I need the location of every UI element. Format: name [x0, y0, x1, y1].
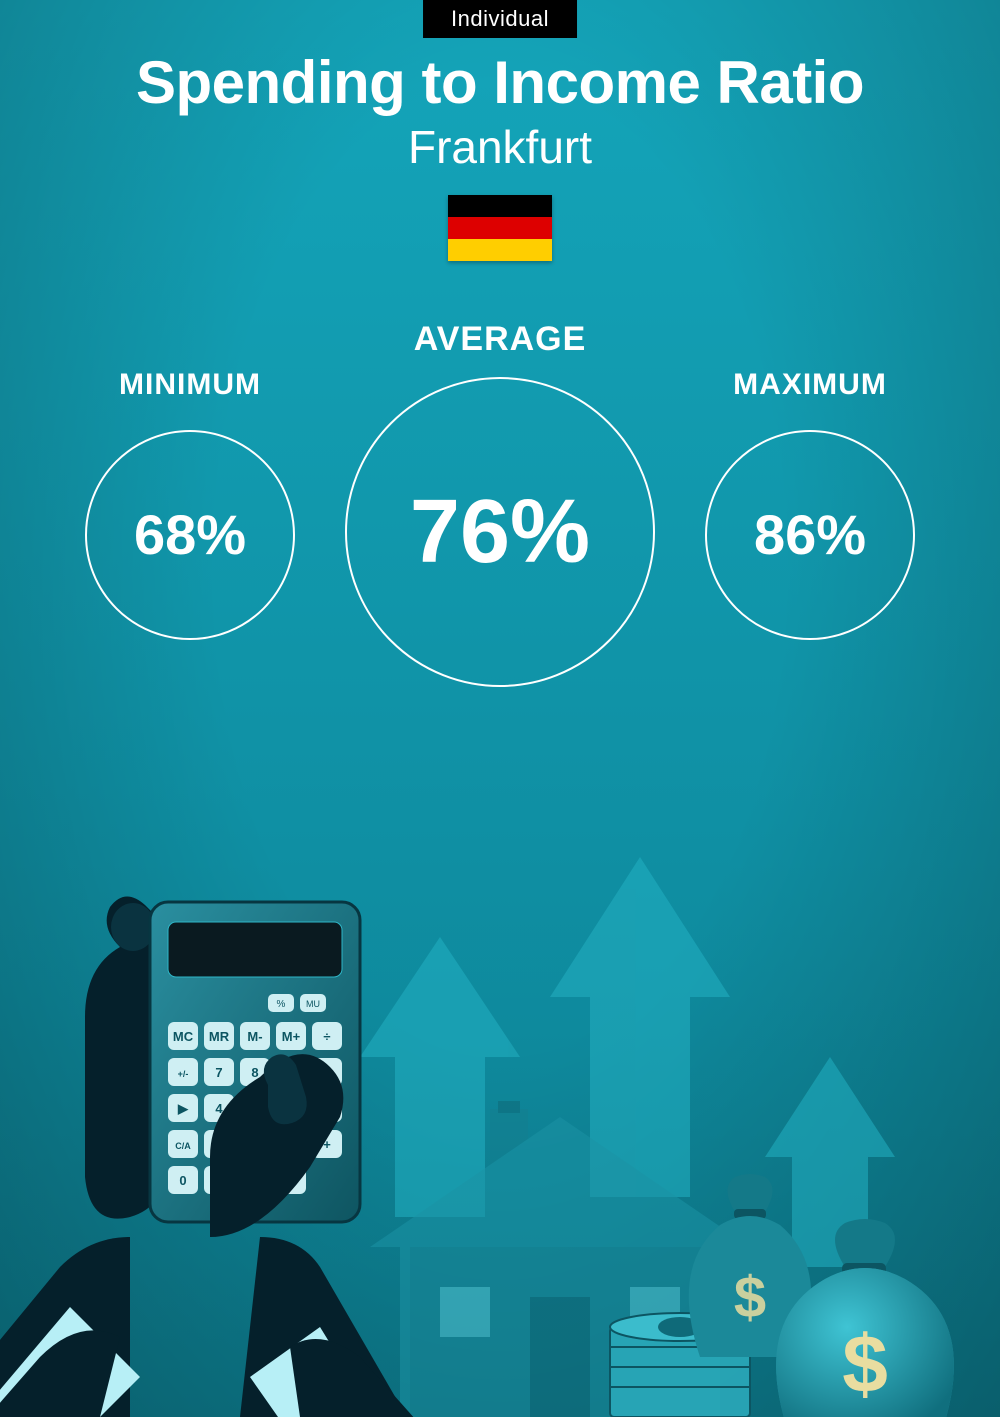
- svg-text:8: 8: [251, 1065, 258, 1080]
- stat-maximum-value: 86%: [754, 502, 866, 567]
- svg-text:MR: MR: [209, 1029, 230, 1044]
- svg-text:0: 0: [179, 1173, 186, 1188]
- svg-text:7: 7: [215, 1065, 222, 1080]
- illustration: $ $ % MU MC: [0, 817, 1000, 1417]
- stat-average: AVERAGE 76%: [345, 320, 655, 687]
- stat-minimum-label: MINIMUM: [85, 368, 295, 402]
- stat-maximum: MAXIMUM 86%: [705, 368, 915, 640]
- stat-maximum-label: MAXIMUM: [705, 368, 915, 402]
- svg-text:+/-: +/-: [178, 1069, 189, 1079]
- svg-text:%: %: [277, 999, 286, 1010]
- stat-minimum-value: 68%: [134, 502, 246, 567]
- stat-average-label: AVERAGE: [345, 320, 655, 359]
- stat-maximum-circle: 86%: [705, 430, 915, 640]
- svg-text:$: $: [842, 1319, 888, 1410]
- svg-text:M-: M-: [247, 1029, 262, 1044]
- category-badge: Individual: [423, 0, 577, 38]
- svg-text:M+: M+: [282, 1029, 301, 1044]
- svg-text:÷: ÷: [323, 1029, 330, 1044]
- stat-minimum-circle: 68%: [85, 430, 295, 640]
- svg-text:▶: ▶: [177, 1101, 189, 1116]
- svg-text:MU: MU: [306, 999, 320, 1009]
- stat-average-value: 76%: [410, 481, 590, 584]
- stat-minimum: MINIMUM 68%: [85, 368, 295, 640]
- svg-text:C/A: C/A: [175, 1141, 191, 1151]
- page-title: Spending to Income Ratio: [0, 48, 1000, 117]
- stat-average-circle: 76%: [345, 377, 655, 687]
- city-subtitle: Frankfurt: [0, 120, 1000, 174]
- stats-row: MINIMUM 68% AVERAGE 76% MAXIMUM 86%: [0, 320, 1000, 687]
- country-flag-icon: [448, 195, 552, 261]
- svg-text:MC: MC: [173, 1029, 194, 1044]
- svg-text:$: $: [734, 1265, 766, 1330]
